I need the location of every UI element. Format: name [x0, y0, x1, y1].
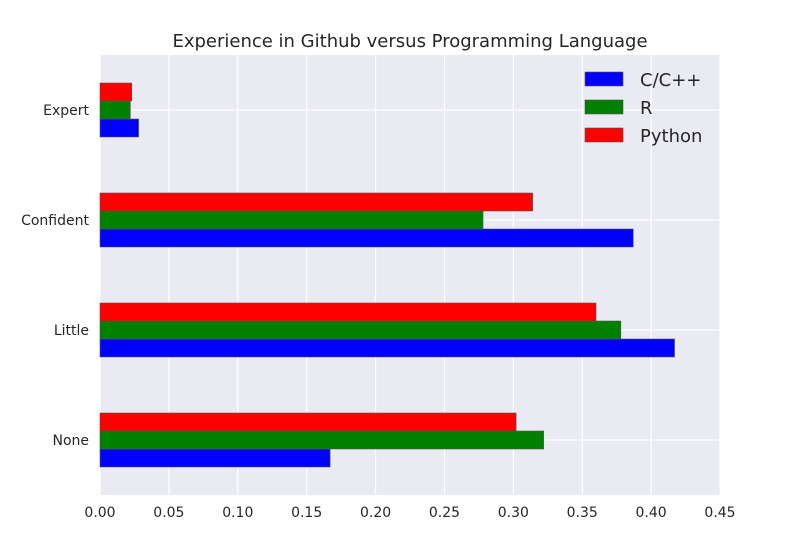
bar-none-python	[99, 412, 517, 432]
x-tick-label: 0.10	[222, 505, 253, 521]
legend-swatch	[584, 127, 624, 143]
bar-expert-r	[99, 100, 131, 120]
chart-title: Experience in Github versus Programming …	[172, 31, 647, 52]
legend-label: Python	[640, 126, 702, 147]
bar-expert-python	[99, 82, 132, 102]
x-tick-label: 0.20	[360, 505, 391, 521]
bar-expert-cc	[99, 118, 139, 138]
bar-little-r	[99, 320, 622, 340]
x-tick-label: 0.05	[153, 505, 184, 521]
x-axis-ticks: 0.00 0.05 0.10 0.15 0.20 0.25 0.30 0.35 0.40 0.45	[84, 505, 735, 521]
legend-label: R	[640, 98, 653, 119]
bar-none-cc	[99, 448, 331, 468]
bar-little-python	[99, 302, 597, 322]
y-axis-ticks: None Little Confident Expert	[21, 103, 89, 449]
x-tick-label: 0.15	[291, 505, 322, 521]
bar-little-cc	[99, 338, 675, 358]
x-tick-label: 0.00	[84, 505, 115, 521]
x-tick-label: 0.40	[636, 505, 667, 521]
legend: C/C++ R Python	[584, 70, 702, 147]
x-tick-label: 0.30	[498, 505, 529, 521]
bars	[99, 82, 675, 468]
bar-confident-python	[99, 192, 533, 212]
bar-none-r	[99, 430, 544, 450]
y-tick-label: Little	[54, 323, 89, 339]
legend-label: C/C++	[640, 70, 701, 91]
legend-swatch	[584, 99, 624, 115]
y-tick-label: Confident	[21, 213, 89, 229]
x-tick-label: 0.45	[704, 505, 735, 521]
bar-confident-r	[99, 210, 484, 230]
legend-swatch	[584, 71, 624, 87]
bar-confident-cc	[99, 228, 634, 248]
y-tick-label: None	[52, 433, 89, 449]
y-tick-label: Expert	[43, 103, 89, 119]
x-tick-label: 0.35	[567, 505, 598, 521]
x-tick-label: 0.25	[429, 505, 460, 521]
